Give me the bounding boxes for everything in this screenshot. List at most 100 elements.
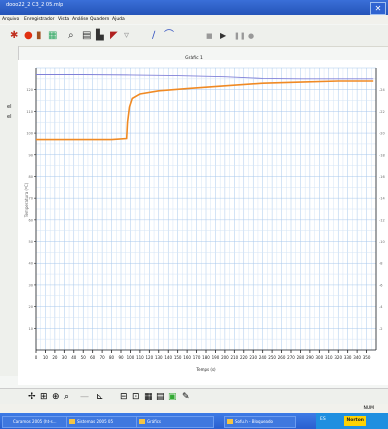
bottom-toolbar: ✢ ⊞ ⊕ ⌕ — ⊾ ⊟ ⊡ ▦ ▤ ▣ ✎ bbox=[0, 388, 388, 405]
zoom-in-icon[interactable]: ⊕ bbox=[52, 392, 60, 402]
x-tick-label: 0 bbox=[35, 355, 38, 360]
x-tick-label: 210 bbox=[231, 355, 239, 360]
x-tick-label: 150 bbox=[174, 355, 182, 360]
taskbar-item-2[interactable]: Sofu.h - Bloqueado bbox=[224, 416, 296, 428]
note-icon[interactable]: ▣ bbox=[168, 392, 177, 402]
prev-icon[interactable]: ■ bbox=[206, 32, 213, 40]
x-tick-label: 90 bbox=[118, 355, 124, 360]
app-icon bbox=[227, 419, 233, 424]
x-tick-label: 110 bbox=[136, 355, 144, 360]
y-tick-label-right: -12 bbox=[379, 218, 385, 222]
series-line-0 bbox=[36, 80, 374, 141]
export-icon[interactable]: ▤ bbox=[156, 392, 165, 402]
taskbar-item-start[interactable]: Caramos 2005 (ht-s... bbox=[2, 416, 74, 428]
folder-icon bbox=[139, 419, 145, 424]
y-tick-label-right: -4 bbox=[379, 305, 383, 309]
y-tick-label: 60 bbox=[29, 218, 33, 222]
x-tick-label: 290 bbox=[306, 355, 314, 360]
x-tick-label: 190 bbox=[212, 355, 220, 360]
draw-icon[interactable]: ◤ bbox=[110, 30, 118, 41]
zoom-icon[interactable]: ⌕ bbox=[68, 30, 74, 41]
next-icon[interactable]: ● bbox=[248, 32, 255, 40]
crosshair-icon[interactable]: ✢ bbox=[28, 392, 36, 402]
y-tick-label-right: -18 bbox=[379, 153, 385, 157]
menu-item-logger[interactable]: Enregistrador bbox=[24, 17, 55, 22]
y-tick-label: 70 bbox=[29, 197, 33, 201]
x-tick-label: 300 bbox=[316, 355, 324, 360]
fit-icon[interactable]: ▿ bbox=[124, 30, 130, 41]
close-button[interactable]: ✕ bbox=[370, 2, 386, 15]
stats-icon[interactable]: ⊟ bbox=[120, 392, 128, 402]
left-marker: el bbox=[7, 104, 12, 110]
table-icon[interactable]: ▦ bbox=[48, 30, 58, 41]
record-icon[interactable]: ● bbox=[24, 30, 33, 41]
menu-item-analysis[interactable]: Análise bbox=[72, 17, 89, 22]
x-tick-label: 100 bbox=[127, 355, 135, 360]
x-tick-label: 350 bbox=[363, 355, 371, 360]
examine-icon[interactable]: ⊞ bbox=[40, 392, 48, 402]
y-tick-label: 100 bbox=[26, 132, 33, 136]
x-tick-label: 70 bbox=[100, 355, 106, 360]
integral-icon[interactable]: ⊡ bbox=[132, 392, 140, 402]
taskbar-item-label: Sistemas 2005 05 bbox=[77, 419, 114, 424]
temperature-chart[interactable]: 0 10 20 30 40 50 60 70 80 90 100 110 120 130 140 150 160… bbox=[18, 60, 388, 385]
y-tick-label-right: -6 bbox=[379, 283, 383, 287]
x-tick-label: 330 bbox=[344, 355, 352, 360]
y-tick-label-right: -8 bbox=[379, 262, 383, 266]
window-title: dooo22_2 C3_2 05.mlp bbox=[6, 2, 64, 8]
menu-bar: Arquivo Enregistrador Vista Análise Quad… bbox=[0, 15, 388, 24]
menu-item-notebook[interactable]: Quadern bbox=[90, 17, 110, 22]
y-tick-label: 120 bbox=[26, 88, 33, 92]
taskbar-item-1[interactable]: Gráfics bbox=[136, 416, 214, 428]
graph-icon[interactable]: ▤ bbox=[82, 30, 92, 41]
x-tick-label: 340 bbox=[353, 355, 361, 360]
play-icon[interactable]: ▶ bbox=[220, 31, 227, 40]
graph-title: Gràfic 1 bbox=[185, 56, 203, 61]
data-icon[interactable]: ▮ bbox=[36, 30, 42, 41]
bar-icon[interactable]: ▙ bbox=[96, 30, 104, 41]
y-tick-label: 30 bbox=[29, 283, 33, 287]
chart-axes: 0 10 20 30 40 50 60 70 80 90 100 110 120 130 140 150 160… bbox=[26, 68, 385, 360]
x-tick-label: 140 bbox=[164, 355, 172, 360]
x-tick-label: 260 bbox=[278, 355, 286, 360]
y-tick-label: 80 bbox=[29, 175, 33, 179]
zoom-out-icon[interactable]: ⌕ bbox=[64, 392, 70, 402]
pause-icon[interactable]: ❚❚ bbox=[234, 32, 246, 40]
x-tick-label: 40 bbox=[71, 355, 77, 360]
curve-icon[interactable]: ⌒ bbox=[164, 30, 174, 41]
sensor-icon[interactable]: ✱ bbox=[10, 30, 19, 41]
taskbar-item-0[interactable]: Sistemas 2005 05 bbox=[66, 416, 144, 428]
x-tick-label: 10 bbox=[43, 355, 49, 360]
line-icon[interactable]: — bbox=[80, 392, 89, 402]
x-tick-label: 20 bbox=[52, 355, 58, 360]
x-tick-label: 280 bbox=[297, 355, 305, 360]
table-icon[interactable]: ▦ bbox=[144, 392, 153, 402]
x-tick-label: 80 bbox=[109, 355, 115, 360]
left-panel: el el bbox=[0, 46, 19, 376]
taskbar-item-label: Sofu.h - Bloqueado bbox=[235, 419, 273, 424]
x-tick-label: 120 bbox=[146, 355, 154, 360]
chart-grid bbox=[35, 67, 377, 351]
x-tick-label: 220 bbox=[240, 355, 248, 360]
norton-tray-button[interactable]: Norton bbox=[344, 416, 366, 426]
y-tick-label-right: -20 bbox=[379, 132, 385, 136]
y-tick-label-right: -14 bbox=[379, 197, 385, 201]
menu-item-view[interactable]: Vista bbox=[58, 17, 70, 22]
x-tick-label: 60 bbox=[90, 355, 96, 360]
x-tick-label: 310 bbox=[325, 355, 333, 360]
x-tick-label: 170 bbox=[193, 355, 201, 360]
y-tick-label: 20 bbox=[29, 305, 33, 309]
draw-icon[interactable]: ✎ bbox=[182, 392, 190, 402]
x-tick-label: 200 bbox=[221, 355, 229, 360]
series-line-1 bbox=[36, 74, 374, 80]
fit-icon[interactable]: ⊾ bbox=[96, 392, 104, 402]
num-lock-indicator: NUM bbox=[363, 406, 374, 411]
y-tick-label: 40 bbox=[29, 262, 33, 266]
y-tick-label-right: -24 bbox=[379, 88, 385, 92]
menu-item-file[interactable]: Arquivo bbox=[2, 17, 20, 22]
y-tick-label-right: -16 bbox=[379, 175, 385, 179]
menu-item-help[interactable]: Ajuda bbox=[112, 17, 125, 22]
x-tick-label: 320 bbox=[334, 355, 342, 360]
y-tick-label: 90 bbox=[29, 153, 33, 157]
pencil-icon[interactable]: ∕ bbox=[152, 30, 156, 41]
